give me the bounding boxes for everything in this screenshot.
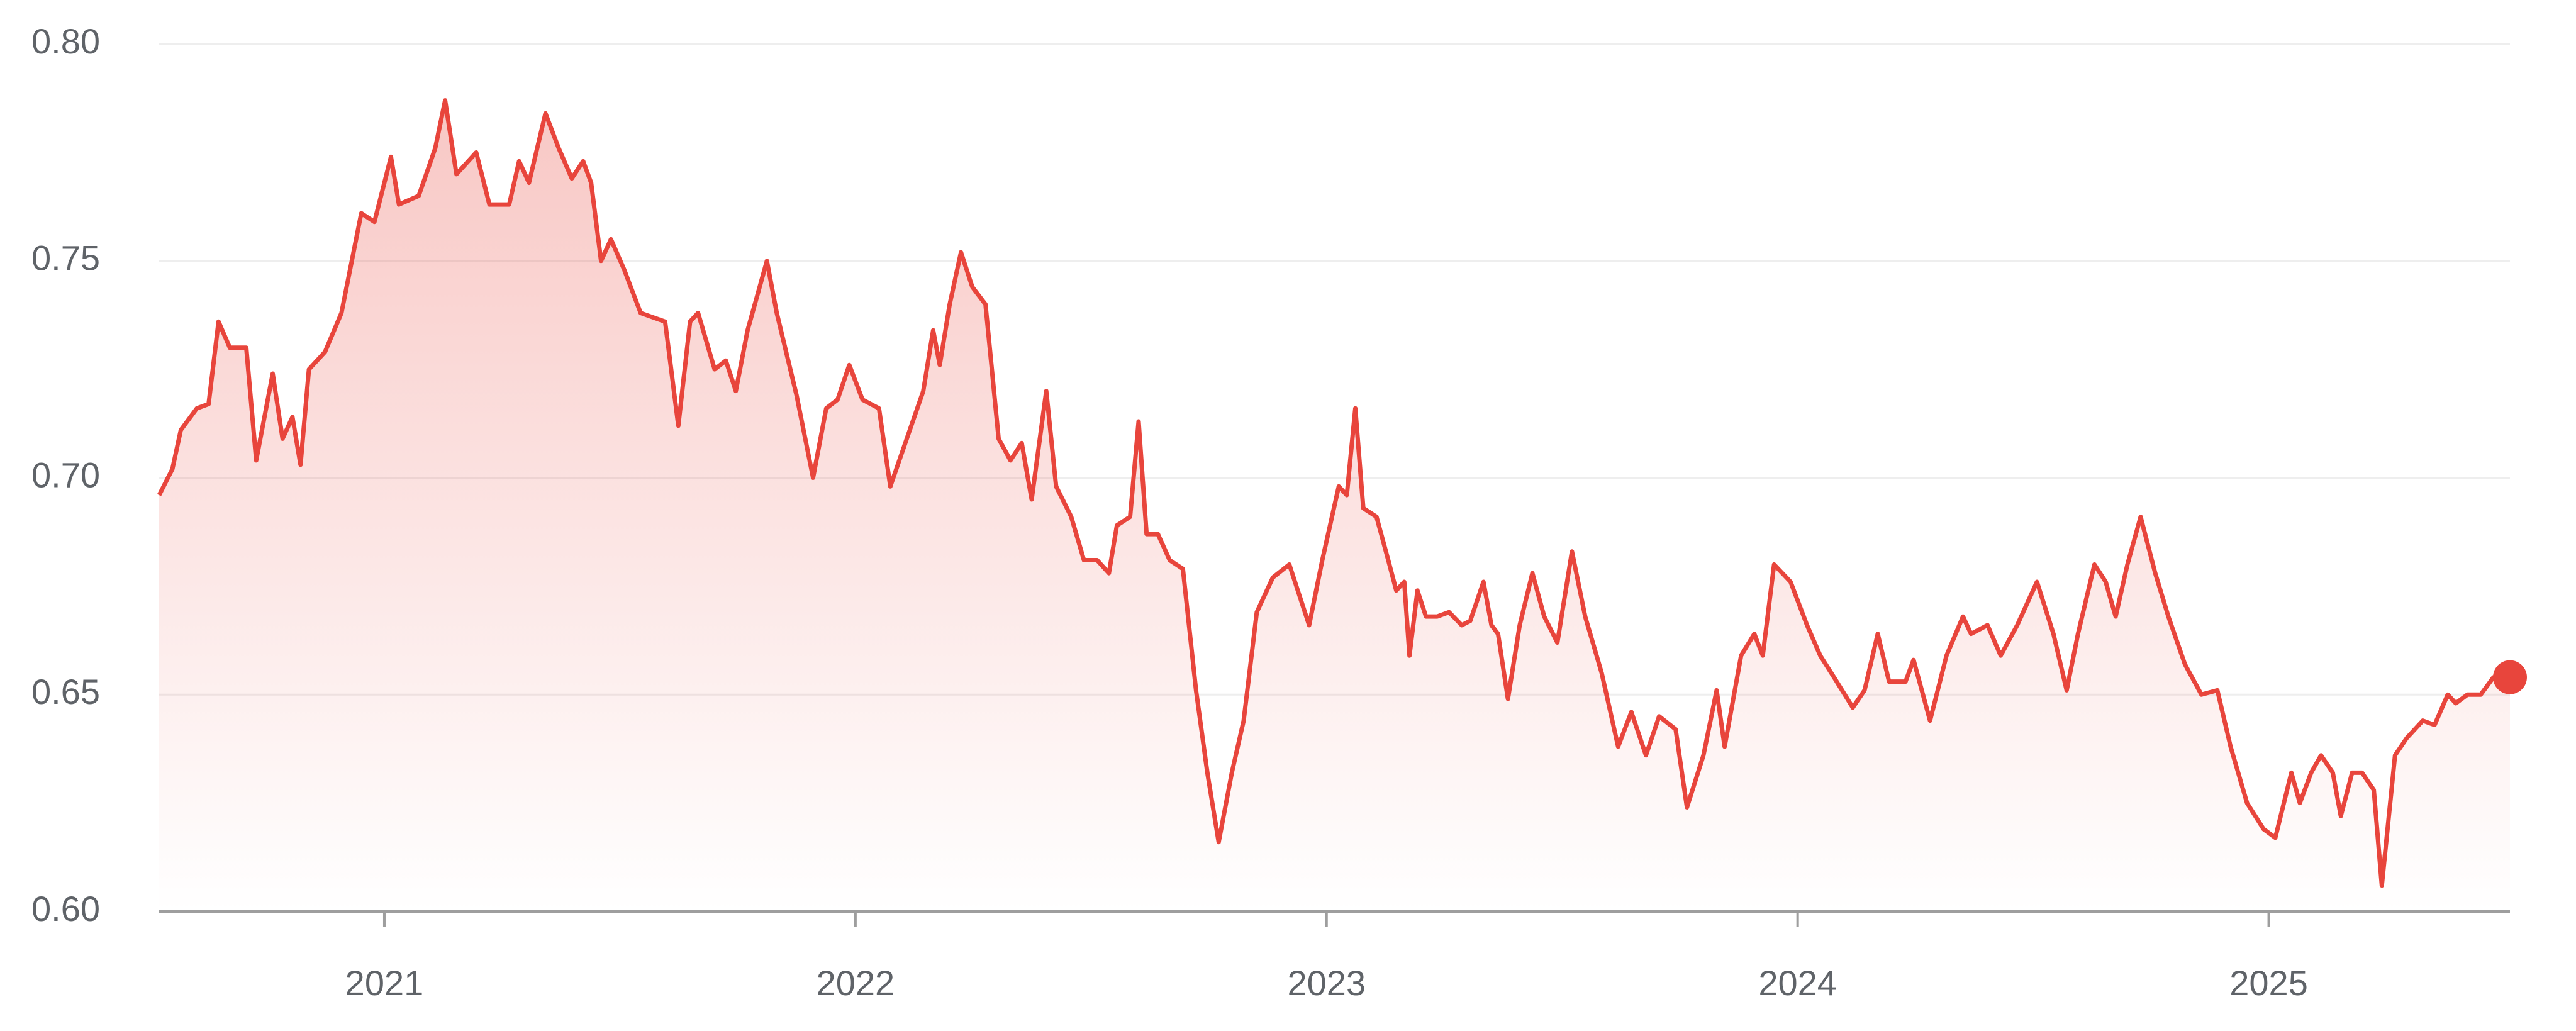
x-tick-label: 2022 <box>817 963 895 1003</box>
y-tick-label: 0.75 <box>31 238 100 278</box>
x-tick-label: 2021 <box>345 963 424 1003</box>
line <box>157 98 2510 888</box>
y-tick-label: 0.80 <box>31 21 100 61</box>
y-tick-label: 0.65 <box>31 672 100 711</box>
x-tick-label: 2023 <box>1287 963 1366 1003</box>
y-tick-label: 0.70 <box>31 455 100 494</box>
x-tick-label: 2024 <box>1758 963 1837 1003</box>
x-tick-label: 2025 <box>2229 963 2308 1003</box>
end-point <box>2493 660 2527 694</box>
y-tick-label: 0.60 <box>31 889 100 928</box>
